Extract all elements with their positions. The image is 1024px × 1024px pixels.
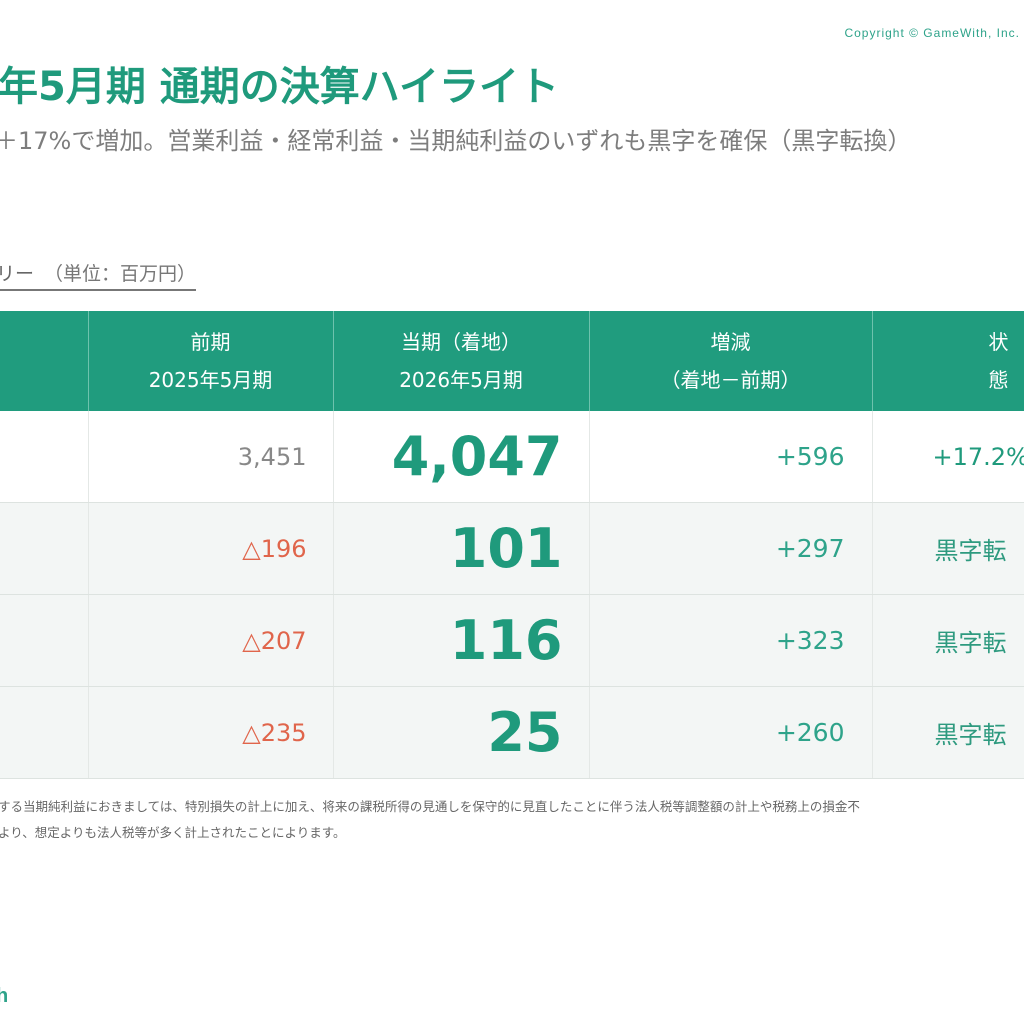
brand-logo-text: h — [0, 985, 9, 1007]
previous-value: △196 — [88, 502, 334, 595]
copyright-text: Copyright © GameWith, Inc. — [844, 26, 1020, 40]
header-previous-period: 前期 2025年5月期 — [88, 311, 334, 411]
header-previous-label: 前期 — [190, 330, 231, 354]
status-value: 黒字転 — [872, 502, 1024, 595]
table-row: △196 101 +297 黒字転 — [0, 502, 1024, 595]
page-subtitle: ＋17%で増加。営業利益・経常利益・当期純利益のいずれも黒字を確保（黒字転換） — [0, 127, 912, 155]
table-row: 3,451 4,047 +596 +17.2% — [0, 411, 1024, 503]
unit-label: （単位：百万円） — [44, 263, 197, 285]
current-value: 101 — [333, 502, 590, 595]
header-current-period: 当期（着地） 2026年5月期 — [333, 311, 590, 411]
footnote-line-2: より、想定よりも法人税等が多く計上されたことによります。 — [0, 825, 346, 840]
status-value: 黒字転 — [872, 594, 1024, 687]
table-row: △207 116 +323 黒字転 — [0, 594, 1024, 687]
page-title: 年5月期 通期の決算ハイライト — [0, 64, 559, 110]
previous-value: △207 — [88, 594, 334, 687]
section-title: リー （単位：百万円） — [0, 259, 197, 291]
difference-value: +297 — [589, 502, 873, 595]
header-current-year: 2026年5月期 — [399, 368, 523, 392]
row-label-cell — [0, 411, 89, 503]
header-difference-label: 増減 — [710, 330, 751, 354]
current-value: 116 — [333, 594, 590, 687]
row-label-cell — [0, 594, 89, 687]
difference-value: +260 — [589, 686, 873, 779]
row-label-cell — [0, 502, 89, 595]
header-current-label: 当期（着地） — [401, 330, 521, 354]
difference-value: +323 — [589, 594, 873, 687]
footnote-line-1: する当期純利益におきましては、特別損失の計上に加え、将来の課税所得の見通しを保守… — [0, 799, 860, 814]
header-previous-year: 2025年5月期 — [148, 368, 273, 392]
status-value: +17.2% — [872, 411, 1024, 503]
current-value: 25 — [333, 686, 590, 779]
financial-summary-table: 前期 2025年5月期 当期（着地） 2026年5月期 増減 （着地－前期） 状… — [0, 311, 1024, 779]
row-label-cell — [0, 686, 89, 779]
header-difference-note: （着地－前期） — [660, 368, 801, 392]
header-status: 状態 — [872, 311, 1024, 411]
footnote: する当期純利益におきましては、特別損失の計上に加え、将来の課税所得の見通しを保守… — [0, 794, 860, 846]
previous-value: 3,451 — [88, 411, 334, 503]
header-difference: 増減 （着地－前期） — [589, 311, 873, 411]
section-title-text: リー — [0, 263, 35, 285]
difference-value: +596 — [589, 411, 873, 503]
header-item — [0, 311, 89, 411]
current-value: 4,047 — [333, 411, 590, 503]
table-header-row: 前期 2025年5月期 当期（着地） 2026年5月期 増減 （着地－前期） 状… — [0, 311, 1024, 411]
table-row: △235 25 +260 黒字転 — [0, 686, 1024, 779]
previous-value: △235 — [88, 686, 334, 779]
status-value: 黒字転 — [872, 686, 1024, 779]
